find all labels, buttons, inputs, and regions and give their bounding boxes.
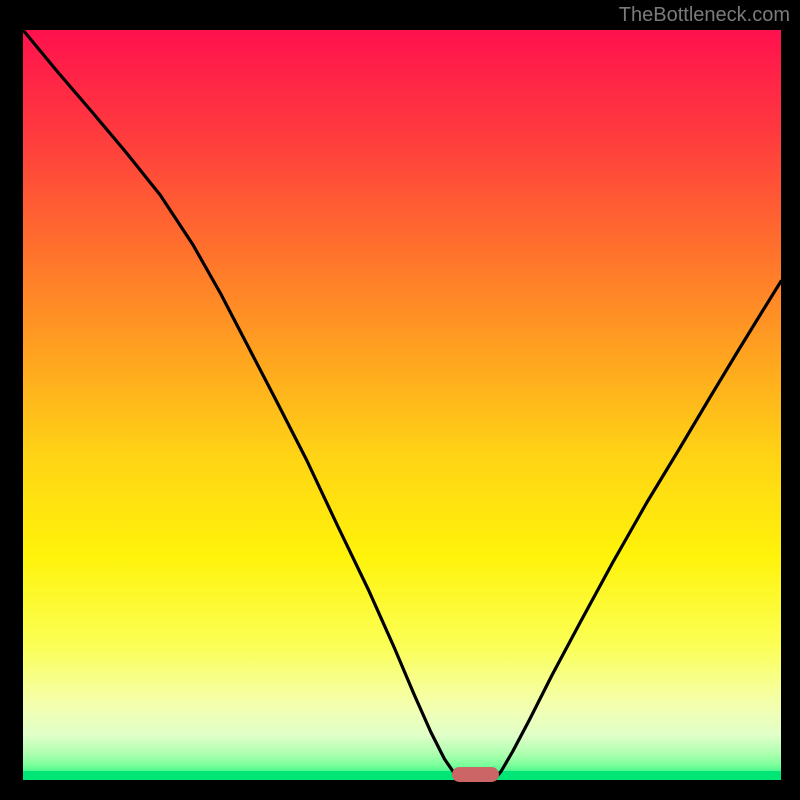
minimum-marker — [452, 767, 499, 782]
curve-overlay — [23, 30, 781, 780]
plot-area — [23, 30, 781, 780]
curve-right-branch — [494, 281, 781, 779]
watermark-text: TheBottleneck.com — [619, 4, 790, 27]
curve-left-branch — [23, 30, 461, 779]
